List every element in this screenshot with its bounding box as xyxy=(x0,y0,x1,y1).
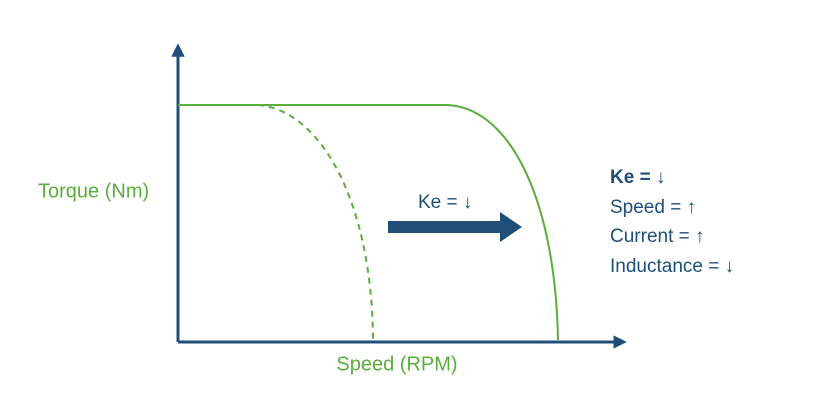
effect-item: Ke = ↓ xyxy=(610,167,665,188)
effect-item: Current = ↑ xyxy=(610,226,705,247)
torque-curve xyxy=(178,104,559,341)
effect-item: Inductance = ↓ xyxy=(610,256,734,277)
y-axis-label: Torque (Nm) xyxy=(38,180,149,202)
shift-arrow xyxy=(388,212,522,242)
arrow-label: Ke = ↓ xyxy=(418,192,472,213)
x-axis-label: Speed (RPM) xyxy=(336,353,457,375)
effect-item: Speed = ↑ xyxy=(610,197,696,218)
reduced-torque-curve xyxy=(257,104,374,341)
